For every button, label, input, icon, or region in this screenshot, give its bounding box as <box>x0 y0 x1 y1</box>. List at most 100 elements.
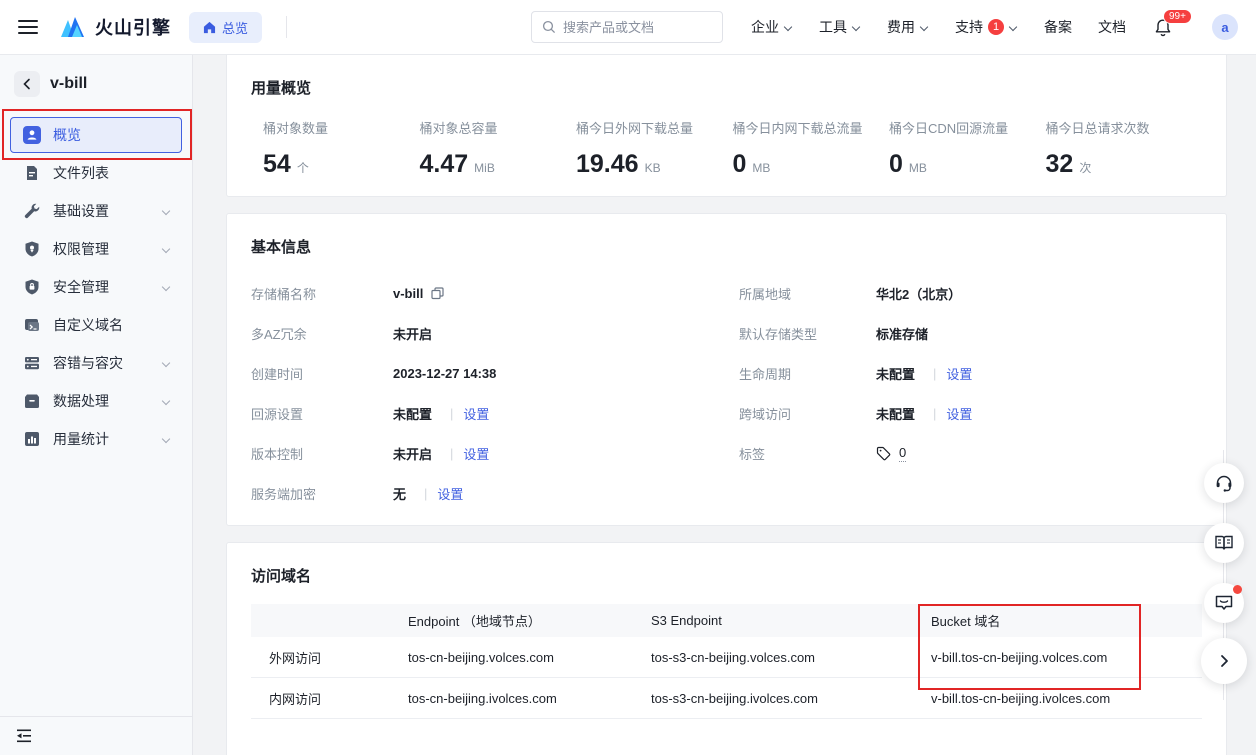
cell-bucket-domain: v-bill.tos-cn-beijing.volces.com <box>931 649 1108 665</box>
nav-enterprise[interactable]: 企业 <box>751 17 793 37</box>
info-value: 未配置 <box>393 406 433 422</box>
info-value: 华北2（北京） <box>876 286 962 302</box>
metric-value: 0 MB <box>732 150 771 178</box>
hamburger-menu-icon[interactable] <box>18 20 38 34</box>
info-value: 标准存储 <box>876 326 929 342</box>
collapse-sidebar-icon[interactable] <box>16 729 34 743</box>
basic-info-right-column: 所属地域 华北2（北京） 默认存储类型 标准存储 生命周期 未配置 | 设置 跨… <box>739 273 1202 513</box>
notifications-button[interactable]: 99+ <box>1154 8 1192 37</box>
floating-toolbar-line <box>1223 450 1224 700</box>
info-label: 服务端加密 <box>251 486 317 502</box>
bucket-title: v-bill <box>50 75 88 92</box>
info-label: 跨域访问 <box>739 406 792 422</box>
metric-unit: KB <box>644 161 661 175</box>
settings-link[interactable]: 设置 <box>437 486 464 502</box>
tag-icon <box>876 446 891 461</box>
cell-access-type: 内网访问 <box>269 691 322 707</box>
metrics-row: 桶对象数量 54 个 桶对象总容量 4.47 MiB 桶今日外网下载总量 19.46… <box>251 118 1202 179</box>
info-row-origin-settings: 回源设置 未配置 | 设置 <box>251 393 739 433</box>
logo-text: 火山引擎 <box>95 18 171 38</box>
sidebar-item-fault-tolerance[interactable]: 容错与容灾 <box>10 345 182 381</box>
bar-chart-icon <box>23 430 41 448</box>
nav-docs[interactable]: 文档 <box>1098 17 1126 37</box>
terminal-icon <box>23 316 41 334</box>
metric-value: 32 次 <box>1045 150 1092 178</box>
feedback-icon <box>1214 594 1234 613</box>
chevron-down-icon <box>162 207 171 216</box>
box-icon <box>23 392 41 410</box>
info-label: 所属地域 <box>739 286 792 302</box>
metric-request-count: 桶今日总请求次数 32 次 <box>1046 118 1203 179</box>
avatar[interactable]: a <box>1212 14 1238 40</box>
usage-overview-title: 用量概览 <box>251 80 312 97</box>
servers-icon <box>23 354 41 372</box>
nav-label: 文档 <box>1098 19 1126 35</box>
shield-pin-icon <box>23 240 41 258</box>
metric-unit: 个 <box>296 161 309 175</box>
info-row-multi-az: 多AZ冗余 未开启 <box>251 313 739 353</box>
metric-value: 0 MB <box>889 150 927 178</box>
table-header-row: Endpoint （地域节点） S3 Endpoint Bucket 域名 <box>251 604 1202 637</box>
info-row-storage-class: 默认存储类型 标准存储 <box>739 313 1202 353</box>
table-row: 内网访问 tos-cn-beijing.ivolces.com tos-s3-c… <box>251 678 1202 719</box>
cell-access-type: 外网访问 <box>269 650 322 666</box>
sidebar-item-usage-stats[interactable]: 用量统计 <box>10 421 182 457</box>
nav-tools[interactable]: 工具 <box>819 17 861 37</box>
feedback-notification-dot <box>1233 585 1242 594</box>
separator: | <box>933 405 937 421</box>
overview-pill-label: 总览 <box>222 20 249 36</box>
sidebar-footer <box>0 716 192 755</box>
sidebar-item-overview[interactable]: 概览 <box>10 117 182 153</box>
sidebar-item-custom-domain[interactable]: 自定义域名 <box>10 307 182 343</box>
sidebar-item-basic-settings[interactable]: 基础设置 <box>10 193 182 229</box>
info-row-create-time: 创建时间 2023-12-27 14:38 <box>251 353 739 393</box>
expand-panel-button[interactable] <box>1201 638 1247 684</box>
info-row-versioning: 版本控制 未开启 | 设置 <box>251 433 739 473</box>
column-header-endpoint: Endpoint （地域节点） <box>408 614 541 629</box>
sidebar-item-security[interactable]: 安全管理 <box>10 269 182 305</box>
global-search[interactable] <box>531 11 723 43</box>
back-button[interactable] <box>14 71 40 97</box>
nav-support[interactable]: 支持 1 <box>955 17 1018 37</box>
info-label: 默认存储类型 <box>739 326 818 342</box>
nav-billing[interactable]: 费用 <box>887 17 929 37</box>
top-bar: 火山引擎 总览 企业 工具 费用 支持 1 备案 文档 <box>0 0 1256 55</box>
search-input[interactable] <box>563 19 703 35</box>
copy-icon[interactable] <box>431 286 444 300</box>
topbar-divider <box>286 16 288 38</box>
documentation-button[interactable] <box>1204 523 1244 563</box>
cell-endpoint: tos-cn-beijing.volces.com <box>408 649 554 665</box>
settings-link[interactable]: 设置 <box>463 406 490 422</box>
chevron-down-icon <box>162 359 171 368</box>
sidebar-item-permissions[interactable]: 权限管理 <box>10 231 182 267</box>
cell-bucket-domain: v-bill.tos-cn-beijing.ivolces.com <box>931 690 1111 706</box>
basic-info-left-column: 存储桶名称 v-bill 多AZ冗余 未开启 创建时间 2023-12-27 1… <box>251 273 739 513</box>
metric-object-count: 桶对象数量 54 个 <box>263 118 420 179</box>
info-value: 未开启 <box>393 446 433 462</box>
basic-info-title: 基本信息 <box>251 239 312 256</box>
info-label: 存储桶名称 <box>251 286 317 302</box>
notification-badge: 99+ <box>1163 8 1192 24</box>
info-row-bucket-name: 存储桶名称 v-bill <box>251 273 739 313</box>
wrench-icon <box>23 202 41 220</box>
feedback-button[interactable] <box>1204 583 1244 623</box>
support-chat-button[interactable] <box>1204 463 1244 503</box>
metric-private-download: 桶今日内网下载总流量 0 MB <box>733 118 890 179</box>
sidebar-item-data-processing[interactable]: 数据处理 <box>10 383 182 419</box>
nav-label: 支持 <box>955 19 983 35</box>
separator: | <box>933 365 937 381</box>
volcengine-logo[interactable]: 火山引擎 <box>60 14 171 40</box>
overview-home-button[interactable]: 总览 <box>189 11 263 43</box>
separator: | <box>450 405 454 421</box>
table-row: 外网访问 tos-cn-beijing.volces.com tos-s3-cn… <box>251 637 1202 678</box>
tag-count[interactable]: 0 <box>899 444 907 462</box>
separator: | <box>424 485 428 501</box>
mountain-logo-icon <box>60 16 87 38</box>
sidebar: v-bill 概览 文件列表 基础设置 权限管理 <box>0 55 193 755</box>
sidebar-item-file-list[interactable]: 文件列表 <box>10 155 182 191</box>
nav-icp-filing[interactable]: 备案 <box>1044 17 1072 37</box>
settings-link[interactable]: 设置 <box>463 446 490 462</box>
chevron-down-icon <box>920 23 929 32</box>
settings-link[interactable]: 设置 <box>946 406 973 422</box>
settings-link[interactable]: 设置 <box>946 366 973 382</box>
